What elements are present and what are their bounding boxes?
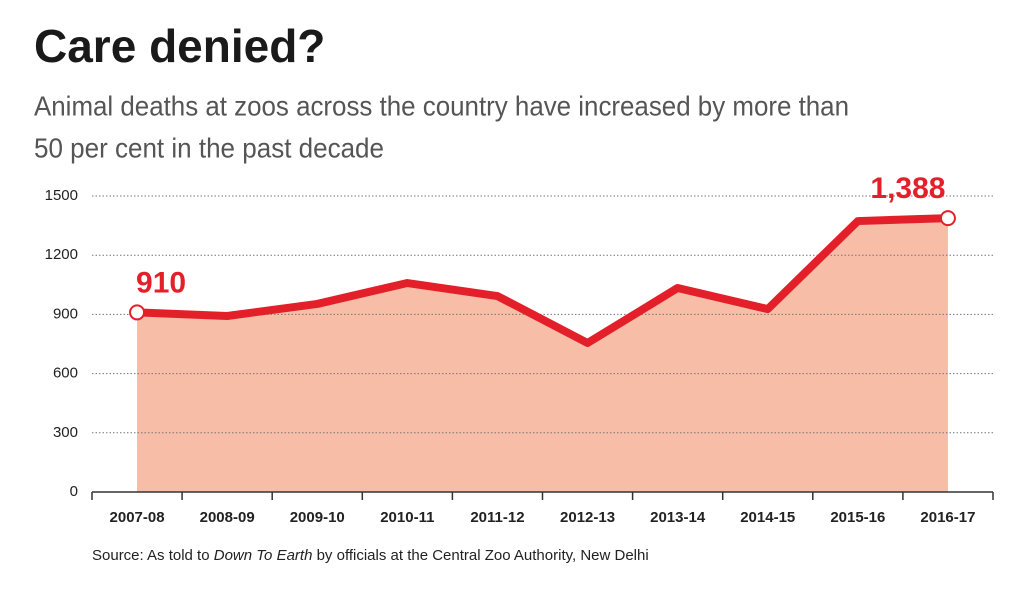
x-tick-label: 2009-10 xyxy=(290,509,345,526)
y-tick-label: 1200 xyxy=(45,246,78,263)
source-text: Source: As told to xyxy=(92,547,214,564)
point xyxy=(939,210,956,227)
area xyxy=(137,218,948,493)
source-text: by officials at the Central Zoo Authorit… xyxy=(312,547,648,564)
subtitle: Animal deaths at zoos across the country… xyxy=(34,90,849,121)
y-tick-label: 1500 xyxy=(45,187,78,204)
y-tick-label: 300 xyxy=(53,424,78,441)
y-tick-label: 0 xyxy=(70,483,78,500)
data-label: 910 xyxy=(136,266,186,299)
x-tick-label: 2011-12 xyxy=(470,509,524,526)
x-tick-label: 2013-14 xyxy=(650,509,706,526)
x-tick-label: 2012-13 xyxy=(560,509,615,526)
line xyxy=(136,214,949,348)
x-tick-label: 2008-09 xyxy=(200,509,255,526)
y-tick-label: 900 xyxy=(53,305,78,322)
x-tick-label: 2010-11 xyxy=(380,509,434,526)
y-tick-label: 600 xyxy=(53,365,78,382)
source: Source: As told to Down To Earth by offi… xyxy=(92,547,649,564)
data-label: 1,388 xyxy=(870,172,945,205)
x-tick-label: 2007-08 xyxy=(110,509,165,526)
x-tick-label: 2015-16 xyxy=(830,509,885,526)
x-tick-label: 2016-17 xyxy=(920,509,975,526)
chart-title: Care denied? xyxy=(34,20,325,72)
subtitle: 50 per cent in the past decade xyxy=(34,132,384,163)
point xyxy=(129,304,146,321)
source-text: Down To Earth xyxy=(214,547,313,564)
x-tick-label: 2014-15 xyxy=(740,509,795,526)
